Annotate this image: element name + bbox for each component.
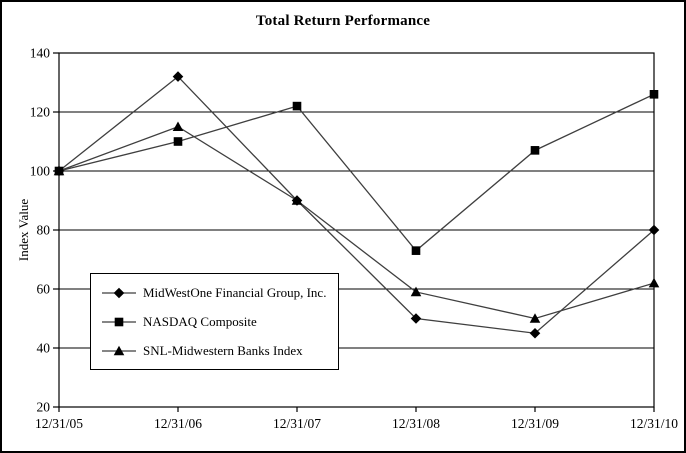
diamond-marker-icon	[113, 287, 125, 298]
series-line-1	[58, 93, 655, 252]
triangle-data-point-marker	[529, 313, 541, 323]
triangle-data-point-marker	[291, 195, 303, 205]
legend-item-1: NASDAQ Composite	[100, 314, 336, 330]
diamond-data-point-marker	[172, 71, 184, 82]
diamond-legend-marker-icon	[102, 287, 136, 298]
square-data-point-marker	[292, 101, 302, 111]
square-data-point-marker	[530, 146, 540, 155]
legend: MidWestOne Financial Group, Inc. NASDAQ C…	[90, 273, 339, 370]
square-marker-icon	[114, 317, 124, 326]
legend-item-2: SNL-Midwestern Banks Index	[100, 343, 336, 359]
y-tick-label: 120	[30, 105, 51, 120]
square-data-point-marker	[411, 246, 421, 255]
triangle-data-point-marker	[648, 277, 660, 288]
triangle-data-point-marker	[172, 121, 184, 132]
y-tick-label: 140	[30, 46, 51, 61]
x-tick-label: 12/31/08	[392, 416, 440, 431]
x-tick-label: 12/31/05	[35, 416, 83, 431]
y-tick-label: 100	[30, 164, 51, 179]
x-tick-label: 12/31/06	[154, 416, 202, 431]
x-tick-label: 12/31/07	[273, 416, 321, 431]
y-tick-label: 20	[37, 400, 51, 415]
diamond-data-point-marker	[648, 224, 660, 236]
triangle-data-point-marker	[410, 286, 422, 297]
legend-label: MidWestOne Financial Group, Inc.	[143, 284, 327, 300]
y-tick-label: 60	[37, 282, 51, 297]
square-data-point-marker	[173, 137, 183, 146]
square-data-point-marker	[54, 166, 64, 176]
x-tick-label: 12/31/09	[511, 416, 559, 431]
y-tick-label: 80	[37, 223, 51, 238]
chart-title: Total Return Performance	[255, 13, 431, 29]
legend-item-0: MidWestOne Financial Group, Inc.	[100, 285, 336, 301]
series-line-0	[58, 75, 655, 334]
triangle-legend-marker-icon	[102, 345, 136, 355]
diamond-data-point-marker	[410, 313, 422, 324]
y-tick-label: 40	[37, 341, 51, 356]
x-tick-label: 12/31/10	[630, 416, 678, 431]
diamond-data-point-marker	[529, 327, 541, 339]
triangle-marker-icon	[113, 345, 125, 355]
square-legend-marker-icon	[102, 317, 136, 326]
series-line-2	[58, 126, 655, 320]
legend-label: SNL-Midwestern Banks Index	[143, 342, 303, 358]
legend-label: NASDAQ Composite	[143, 313, 257, 329]
square-data-point-marker	[649, 90, 659, 99]
